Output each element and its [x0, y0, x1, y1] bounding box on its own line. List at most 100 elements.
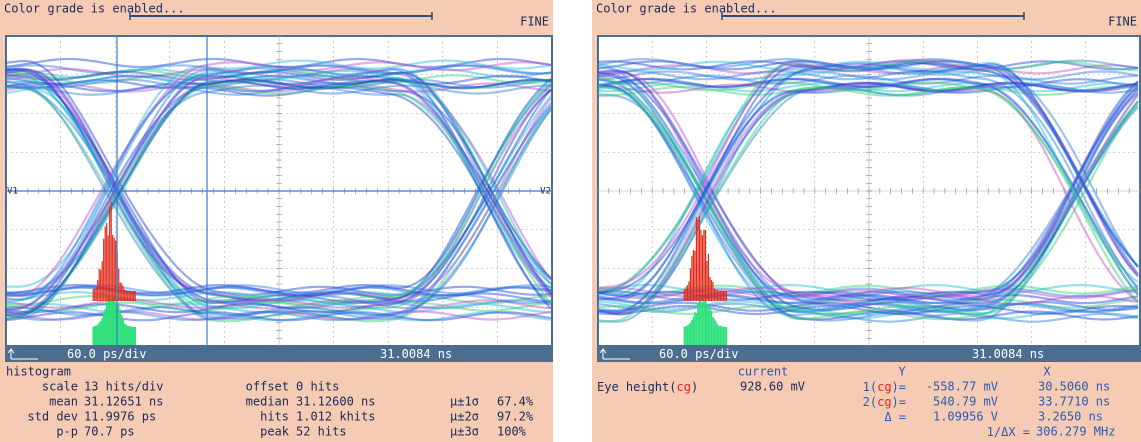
readout-label: μ±3σ — [450, 425, 479, 439]
eye-trace — [5, 61, 552, 298]
eye-trace — [5, 310, 552, 321]
eye-trace — [597, 69, 1139, 306]
eye-trace — [597, 81, 1139, 312]
eye-traces — [597, 57, 1139, 323]
meas-label-part: Eye height( — [597, 380, 676, 394]
meas-value: 928.60 mV — [740, 380, 805, 394]
eye-trace — [597, 68, 1139, 303]
eye-trace — [597, 95, 1139, 311]
eye-trace — [5, 67, 552, 79]
eye-trace — [597, 60, 1139, 268]
readout-label: peak — [260, 425, 290, 439]
header-text: Color grade is enabled... — [4, 2, 185, 16]
meas-label-part: Δ = — [884, 410, 906, 424]
eye-trace — [597, 82, 1139, 315]
eye-trace — [597, 75, 1139, 309]
status-icon — [7, 348, 38, 360]
eye-trace — [5, 286, 552, 297]
readout-label: median — [246, 395, 289, 409]
eye-trace — [5, 64, 552, 295]
eye-trace — [598, 86, 1139, 323]
eye-trace — [5, 74, 552, 311]
readout-value: 0 hits — [296, 380, 339, 394]
histogram-title: histogram — [6, 365, 71, 379]
readout-value: 52 hits — [296, 425, 347, 439]
eye-trace — [597, 70, 1139, 288]
eye-trace — [5, 75, 552, 293]
eye-trace — [5, 80, 552, 310]
status-icon — [599, 348, 630, 360]
eye-trace — [5, 67, 552, 301]
eye-trace — [597, 59, 1139, 294]
eye-trace — [597, 81, 1139, 314]
meas-tag: cg — [877, 395, 891, 409]
readout-label: μ±1σ — [450, 395, 479, 409]
eye-trace — [5, 68, 552, 305]
eye-trace — [5, 78, 552, 314]
eye-trace — [597, 65, 1139, 301]
eye-trace — [597, 101, 1139, 316]
eye-trace — [597, 85, 1139, 321]
eye-trace — [5, 82, 552, 93]
eye-trace — [5, 59, 552, 288]
eye-trace — [5, 78, 552, 89]
meas-x: 33.7710 ns — [1038, 395, 1110, 409]
readout-value: 11.9976 ps — [84, 410, 156, 424]
scope-panel: Color grade is enabled... FINE 60.0 ps/div… — [592, 0, 1141, 442]
eye-trace — [597, 81, 1139, 303]
eye-trace — [5, 85, 552, 306]
scope-panel: Color grade is enabled... FINE V1 V2 60.0 ps… — [0, 0, 553, 442]
eye-trace — [597, 65, 1139, 297]
eye-trace — [5, 70, 552, 305]
readout-value: 67.4% — [497, 395, 534, 409]
readout-label: std dev — [27, 410, 78, 424]
mode-label: FINE — [1108, 15, 1137, 29]
eye-trace — [5, 67, 552, 281]
eye-trace — [597, 84, 1139, 321]
meas-label: Δ = — [884, 410, 906, 424]
eye-trace — [5, 69, 552, 302]
readout-value: 100% — [497, 425, 527, 439]
meas-label: 1/ΔX = — [987, 425, 1030, 439]
meas-label-part: 1/ΔX = — [987, 425, 1030, 439]
eye-trace — [597, 72, 1139, 305]
eye-trace — [5, 83, 552, 321]
eye-trace — [5, 68, 552, 303]
eye-trace — [5, 301, 552, 312]
meas-label-part: 1( — [863, 380, 877, 394]
eye-trace — [597, 74, 1139, 312]
eye-trace — [5, 89, 552, 314]
readout-value: 1.012 khits — [296, 410, 375, 424]
readout-value: 31.12600 ns — [296, 395, 375, 409]
status-scale: 60.0 ps/div — [659, 347, 738, 361]
eye-trace — [597, 86, 1139, 320]
eye-trace — [5, 65, 552, 298]
meas-x: 30.5060 ns — [1038, 380, 1110, 394]
eye-trace — [5, 69, 552, 304]
status-scale: 60.0 ps/div — [67, 347, 146, 361]
readout-label: mean — [49, 395, 78, 409]
eye-trace — [597, 302, 1139, 313]
eye-trace — [5, 64, 552, 75]
eye-trace — [597, 81, 1139, 316]
readout-value: 97.2% — [497, 410, 534, 424]
eye-trace — [5, 86, 552, 321]
eye-trace — [597, 60, 1139, 71]
eye-trace — [5, 74, 552, 290]
eye-trace — [5, 73, 552, 310]
meas-label-part: ) — [691, 380, 698, 394]
eye-trace — [597, 83, 1139, 303]
status-bar — [597, 346, 1141, 362]
eye-trace — [5, 84, 552, 321]
eye-trace — [597, 78, 1139, 314]
eye-trace — [5, 87, 552, 322]
eye-traces — [5, 57, 552, 323]
readout-value: 13 hits/div — [84, 380, 163, 394]
eye-trace — [5, 74, 552, 85]
meas-label-part: 2( — [863, 395, 877, 409]
eye-trace — [5, 79, 552, 90]
eye-trace — [5, 76, 552, 312]
eye-trace — [597, 62, 1139, 295]
readout-label: hits — [260, 410, 289, 424]
eye-trace — [5, 82, 552, 296]
